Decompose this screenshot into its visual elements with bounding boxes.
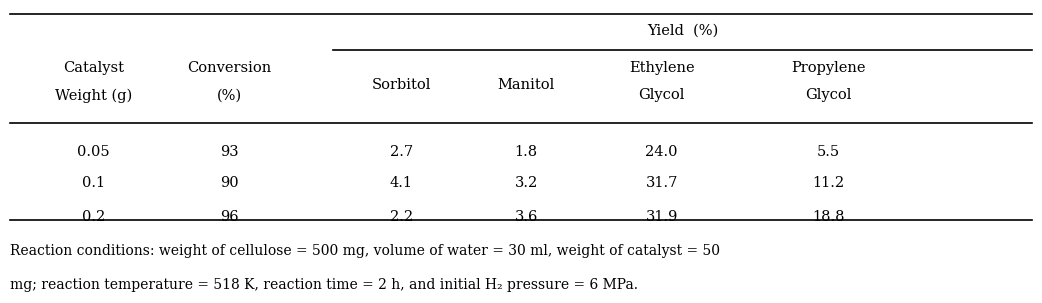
Text: Weight (g): Weight (g) xyxy=(55,88,132,103)
Text: Glycol: Glycol xyxy=(805,88,851,102)
Text: Ethylene: Ethylene xyxy=(629,61,694,75)
Text: Sorbitol: Sorbitol xyxy=(372,78,430,92)
Text: 90: 90 xyxy=(220,176,239,190)
Text: Propylene: Propylene xyxy=(791,61,866,75)
Text: 96: 96 xyxy=(220,210,239,224)
Text: Manitol: Manitol xyxy=(498,78,554,92)
Text: 11.2: 11.2 xyxy=(813,176,844,190)
Text: Glycol: Glycol xyxy=(639,88,685,102)
Text: Yield  (%): Yield (%) xyxy=(647,23,718,37)
Text: 5.5: 5.5 xyxy=(817,145,840,158)
Text: 0.05: 0.05 xyxy=(77,145,110,158)
Text: mg; reaction temperature = 518 K, reaction time = 2 h, and initial H₂ pressure =: mg; reaction temperature = 518 K, reacti… xyxy=(10,278,639,292)
Text: 3.6: 3.6 xyxy=(515,210,538,224)
Text: 31.7: 31.7 xyxy=(645,176,678,190)
Text: 2.2: 2.2 xyxy=(390,210,413,224)
Text: (%): (%) xyxy=(217,88,242,102)
Text: 3.2: 3.2 xyxy=(515,176,538,190)
Text: Catalyst: Catalyst xyxy=(64,61,124,75)
Text: 31.9: 31.9 xyxy=(645,210,678,224)
Text: 18.8: 18.8 xyxy=(812,210,845,224)
Text: Conversion: Conversion xyxy=(188,61,271,75)
Text: 0.2: 0.2 xyxy=(82,210,105,224)
Text: 24.0: 24.0 xyxy=(645,145,678,158)
Text: 2.7: 2.7 xyxy=(390,145,413,158)
Text: Reaction conditions: weight of cellulose = 500 mg, volume of water = 30 ml, weig: Reaction conditions: weight of cellulose… xyxy=(10,245,720,258)
Text: 93: 93 xyxy=(220,145,239,158)
Text: 4.1: 4.1 xyxy=(390,176,413,190)
Text: 0.1: 0.1 xyxy=(82,176,105,190)
Text: 1.8: 1.8 xyxy=(515,145,538,158)
